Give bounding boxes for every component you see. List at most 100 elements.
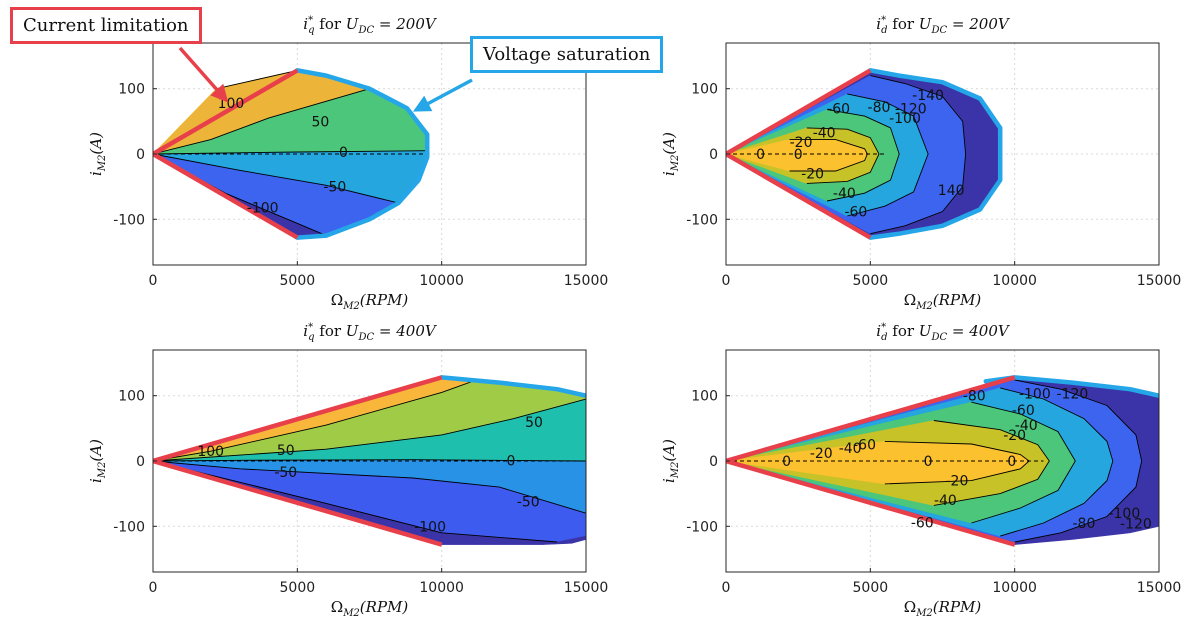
panel-1: 100 50 0 -50 -100 0 5000 10000 15000 -100 0 100 i* q … [87,15,608,312]
contour-label: -20 [810,446,833,462]
contour-label: -100 [1108,506,1140,522]
ylabel-subscript: M2 [97,155,108,173]
contour-label: 0 [756,147,765,163]
x-axis-label: ΩM2(RPM) [331,291,409,312]
callout-current-limitation: Current limitation [10,7,202,44]
y-tick-label: -100 [113,212,145,228]
contour-label: -50 [517,494,540,510]
title-u: U [346,322,360,340]
y-tick-label: 0 [709,454,718,470]
x-tick-label: 10000 [992,580,1037,596]
x-tick-label: 15000 [564,580,609,596]
ylabel-subscript: M2 [670,462,681,480]
contour-label: -100 [414,519,446,535]
title-u-subscript: DC [357,25,374,36]
chart-title: i* q for UDC = 200V [303,15,438,36]
contour-line [153,153,399,204]
chart-title: i* q for UDC = 400V [303,322,438,343]
title-subscript: d [881,332,887,343]
title-u: U [919,15,933,33]
title-superscript: * [881,15,886,26]
contour-label: -40 [839,441,862,457]
chart-title: i* d for UDC = 200V [876,15,1011,36]
title-value: = 400V [947,322,1011,340]
contour-label: 0 [782,454,791,470]
contour-line [847,93,929,217]
xlabel-var: Ω [904,291,916,309]
contour-label: -50 [274,465,297,481]
title-value: = 400V [374,322,438,340]
contour-label: -60 [911,515,934,531]
contour-label: -60 [844,204,867,220]
xlabel-subscript: M2 [915,608,933,619]
xlabel-var: Ω [904,598,916,616]
contour-label: -40 [833,186,856,202]
xlabel-unit: (RPM) [360,598,409,616]
title-u-subscript: DC [357,332,374,343]
x-tick-label: 5000 [853,580,889,596]
callout-voltage-saturation: Voltage saturation [470,36,664,73]
ylabel-subscript: M2 [670,155,681,173]
voltage-limit-boundary [295,68,430,240]
xlabel-subscript: M2 [915,301,933,312]
contour-label: -80 [963,389,986,405]
xlabel-var: Ω [331,291,343,309]
arrow-current-limitation [178,46,229,103]
y-tick-label: 100 [691,389,718,405]
contour-label: -120 [895,101,927,117]
y-tick-label: 0 [136,454,145,470]
x-axis-label: ΩM2(RPM) [904,291,982,312]
contour-label: -120 [1057,387,1089,403]
ylabel-subscript: M2 [97,462,108,480]
y-tick-label: -100 [686,212,718,228]
contour-label: 100 [218,96,245,112]
y-tick-label: -100 [686,519,718,535]
ylabel-unit: (A) [87,132,105,155]
contour-line [826,109,900,202]
ylabel-unit: (A) [660,132,678,155]
contour-label: -140 [912,88,944,104]
contour-line [1000,387,1114,537]
x-tick-label: 15000 [564,273,609,289]
title-subscript: q [308,332,314,343]
y-axis-label: iM2(A) [87,132,108,176]
contour-line [153,88,370,155]
title-var: i [303,15,308,33]
y-tick-label: 0 [709,147,718,163]
current-limit-boundary [726,68,872,240]
ylabel-var: i [660,478,678,483]
contour-label: 50 [312,114,330,130]
contour-label: -100 [889,111,921,127]
x-tick-label: 0 [149,580,158,596]
title-text: for [888,322,919,340]
current-limit-boundary [153,375,443,547]
contour-label: 0 [506,453,515,469]
arrow-voltage-saturation [412,78,473,112]
xlabel-var: Ω [331,598,343,616]
xlabel-subscript: M2 [342,301,360,312]
contour-label: 100 [197,444,224,460]
contour-label: -40 [1015,418,1038,434]
title-superscript: * [308,322,313,333]
voltage-limit-boundary [439,375,586,398]
y-axis-label: iM2(A) [660,439,681,483]
callout-arrows [178,46,473,112]
contour-label: -20 [790,135,813,151]
ylabel-var: i [87,478,105,483]
contour-label: -40 [934,493,957,509]
contour-line [1014,379,1143,543]
contour-label: -20 [801,167,824,183]
chart-title: i* d for UDC = 400V [876,322,1011,343]
contour-line [153,150,428,155]
y-tick-label: -100 [113,519,145,535]
x-tick-label: 10000 [992,273,1037,289]
contour-label: -100 [247,201,279,217]
x-tick-label: 5000 [280,580,316,596]
contour-line [806,127,880,184]
x-tick-label: 10000 [419,273,464,289]
ylabel-var: i [660,171,678,176]
x-tick-label: 0 [722,580,731,596]
title-value: = 200V [947,15,1011,33]
